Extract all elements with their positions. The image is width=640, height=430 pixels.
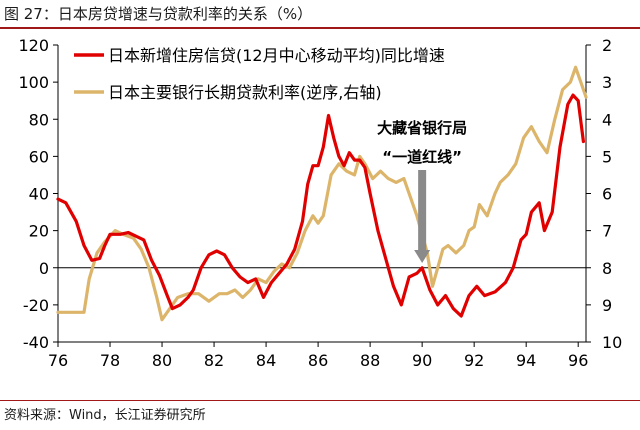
left-axis-tick-label: 80 (29, 110, 49, 129)
left-axis-tick-label: 60 (29, 147, 49, 166)
x-axis-tick-label: 78 (100, 351, 120, 370)
right-axis-tick-label: 6 (602, 185, 612, 204)
left-axis-tick-label: 40 (29, 185, 49, 204)
title-divider (0, 27, 640, 29)
series-line-housing-loan-growth (56, 93, 585, 318)
annotation-label-line1: 大藏省银行局 (377, 119, 467, 137)
x-axis-tick-label: 94 (516, 351, 536, 370)
left-axis-tick-label: 0 (39, 259, 49, 278)
left-axis-tick-label: 100 (18, 73, 49, 92)
chart-annotation: 大藏省银行局 “一道红线” (377, 119, 467, 263)
annotation-arrow-head (414, 250, 431, 263)
x-axis-tick-label: 82 (204, 351, 224, 370)
figure-title: 图 27：日本房贷增速与贷款利率的关系（%） (4, 5, 313, 23)
chart-legend: 日本新增住房信贷(12月中心移动平均)同比增速日本主要银行长期贷款利率(逆序,右… (74, 46, 445, 102)
x-axis-tick-label: 86 (308, 351, 328, 370)
right-axis-tick-label: 5 (602, 147, 612, 166)
source-note: 资料来源：Wind，长江证券研究所 (4, 408, 206, 423)
legend-label: 日本新增住房信贷(12月中心移动平均)同比增速 (108, 46, 445, 65)
left-axis-tick-label: -20 (23, 296, 49, 315)
x-axis-tick-label: 92 (464, 351, 484, 370)
source-divider (0, 400, 640, 401)
left-axis-tick-label: 120 (18, 36, 49, 55)
x-axis-tick-label: 76 (48, 351, 68, 370)
right-axis-tick-label: 9 (602, 296, 612, 315)
right-axis-tick-label: 10 (602, 333, 622, 352)
chart-series (56, 65, 588, 322)
x-axis-tick-label: 90 (412, 351, 432, 370)
x-axis-tick-label: 88 (360, 351, 380, 370)
left-axis-tick-label: -40 (23, 333, 49, 352)
annotation-arrow-shaft (418, 170, 427, 250)
right-axis-tick-label: 2 (602, 36, 612, 55)
right-axis-tick-label: 8 (602, 259, 612, 278)
right-axis-tick-label: 4 (602, 110, 612, 129)
right-axis-tick-label: 7 (602, 222, 612, 241)
annotation-label-line2: “一道红线” (382, 148, 462, 166)
x-axis-tick-label: 84 (256, 351, 276, 370)
x-axis-tick-label: 80 (152, 351, 172, 370)
legend-label: 日本主要银行长期贷款利率(逆序,右轴) (108, 83, 382, 102)
series-line-long-term-rate (56, 65, 588, 322)
x-axis-tick-label: 96 (568, 351, 588, 370)
left-axis-tick-label: 20 (29, 222, 49, 241)
right-axis-tick-label: 3 (602, 73, 612, 92)
